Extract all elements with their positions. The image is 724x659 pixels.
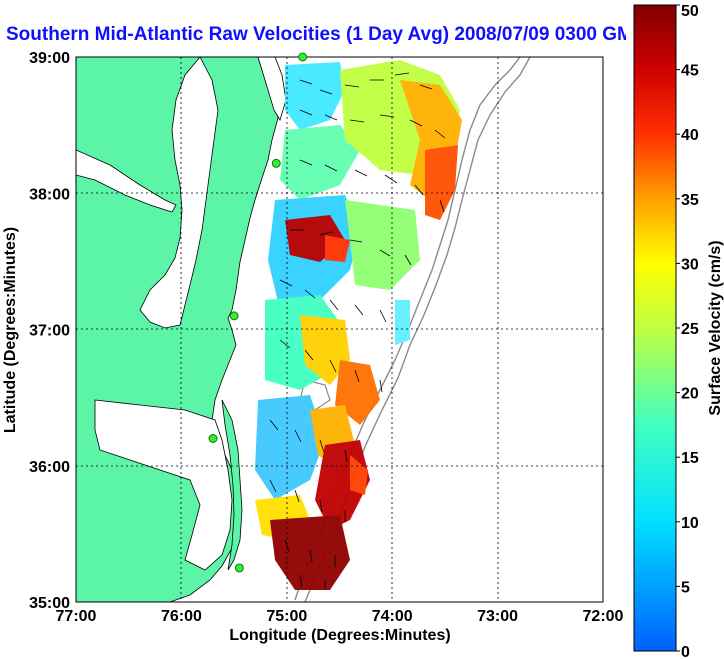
map-grid [76,57,603,602]
x-tick-label: 76:00 [161,608,202,625]
colorbar-tick-label: 5 [681,579,690,596]
colorbar-label: Surface Velocity (cm/s) [707,240,724,415]
y-tick-label: 36:00 [29,459,70,476]
colorbar-tick-label: 50 [681,3,699,20]
radar-station-marker [271,158,281,168]
radar-station-marker [208,434,218,443]
velocity-vectors [269,72,446,590]
chesapeake-bay [139,57,219,329]
y-axis-ticks: 39:00 38:00 37:00 36:00 35:00 [29,50,70,612]
colorbar-tick-label: 40 [681,127,699,144]
x-tick-label: 72:00 [583,608,624,625]
y-tick-label: 35:00 [29,595,70,612]
x-tick-label: 75:00 [266,608,307,625]
colorbar-tick-label: 35 [681,192,699,209]
y-tick-label: 39:00 [29,50,70,67]
colorbar-tick-label: 30 [681,256,699,273]
radar-station-marker [298,52,308,62]
x-axis-label: Longitude (Degrees:Minutes) [229,627,450,644]
colorbar-tick-label: 25 [681,321,699,338]
potomac-river [76,149,177,213]
velocity-field [255,60,462,590]
colorbar-tick-label: 0 [681,644,690,659]
x-tick-label: 73:00 [477,608,518,625]
colorbar-tick-label: 15 [681,450,699,467]
radar-station-marker [234,563,244,573]
outer-banks [221,399,243,571]
delaware-bay [257,57,287,121]
y-tick-label: 37:00 [29,323,70,340]
pamlico-sound [94,399,233,571]
chart-title: Southern Mid-Atlantic Raw Velocities (1 … [6,24,626,45]
colorbar-tick-label: 45 [681,63,699,80]
x-tick-label: 74:00 [372,608,413,625]
colorbar-tick-label: 20 [681,386,699,403]
colorbar [633,4,677,652]
colorbar-tick-label: 10 [681,515,699,532]
y-axis-label: Latitude (Degrees:Minutes) [2,227,19,433]
x-axis-ticks: 77:00 76:00 75:00 74:00 73:00 72:00 [56,608,624,625]
x-tick-label: 77:00 [56,608,97,625]
y-tick-label: 38:00 [29,186,70,203]
plot-frame [75,56,604,603]
station-markers [208,52,308,573]
radar-station-marker [229,311,239,321]
